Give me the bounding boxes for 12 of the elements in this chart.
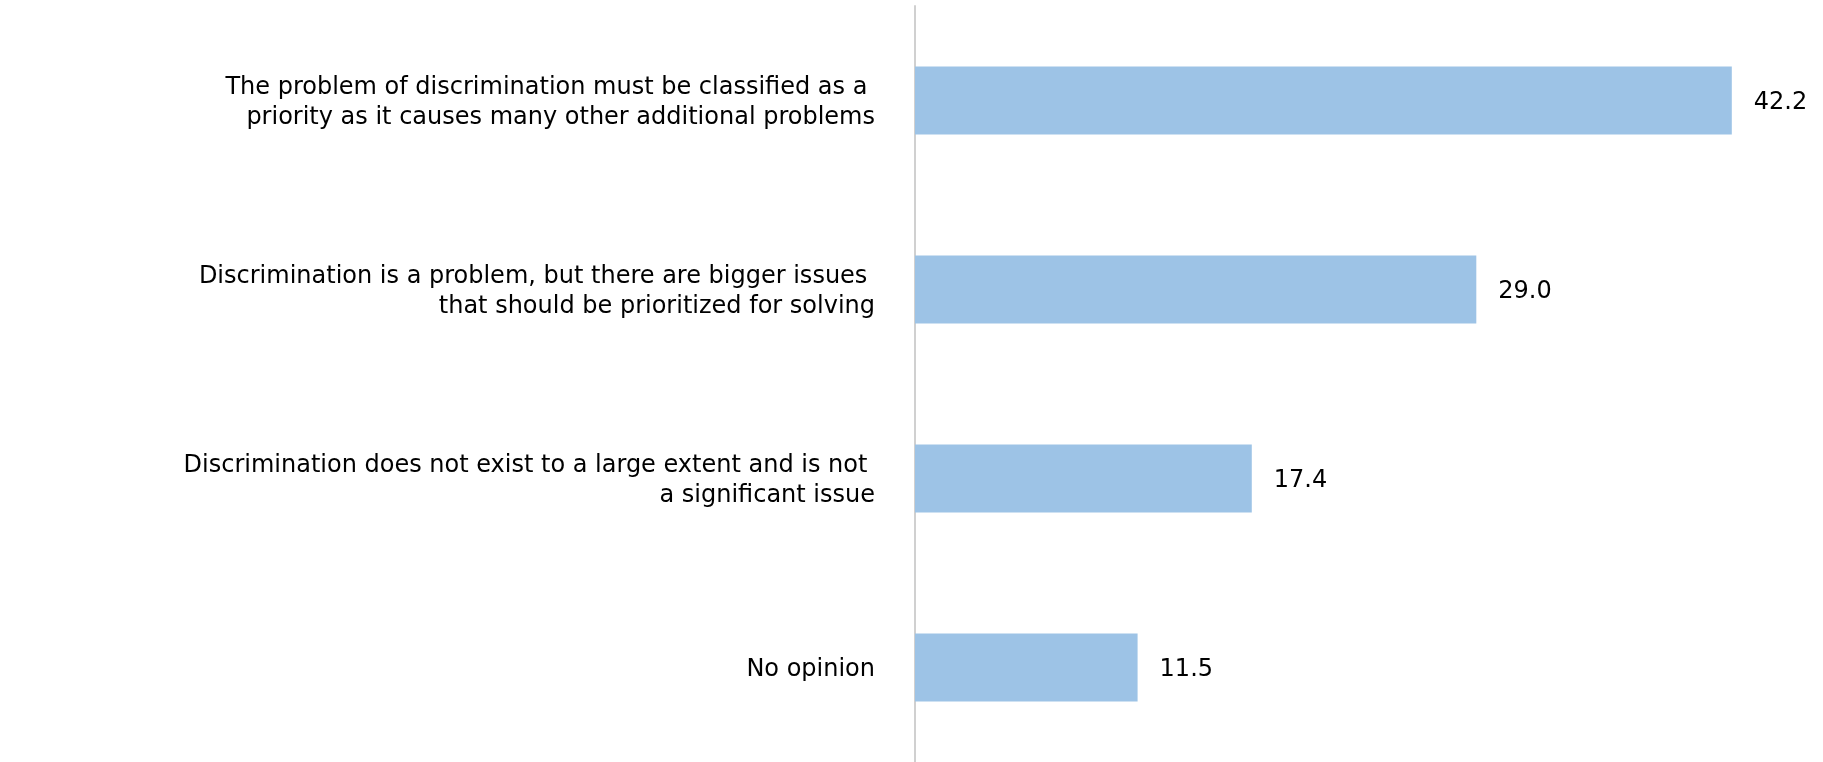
data-label: 17.4 (1273, 464, 1328, 493)
bar (915, 66, 1732, 135)
data-label: 42.2 (1753, 86, 1808, 115)
data-label: 29.0 (1498, 275, 1552, 304)
y-tick-label: The problem of discrimination must be classified as a priority as it causes many other additional problems (224, 71, 875, 130)
bar (915, 444, 1252, 513)
data-label: 11.5 (1159, 653, 1214, 682)
y-tick-label: No opinion (746, 653, 875, 682)
y-tick-label: Discrimination does not exist to a large extent and is not a significant issue (183, 449, 875, 508)
bar (915, 255, 1477, 324)
y-tick-label: Discrimination is a problem, but there are bigger issues that should be prioritized for solving (198, 260, 875, 319)
bar (915, 633, 1138, 702)
